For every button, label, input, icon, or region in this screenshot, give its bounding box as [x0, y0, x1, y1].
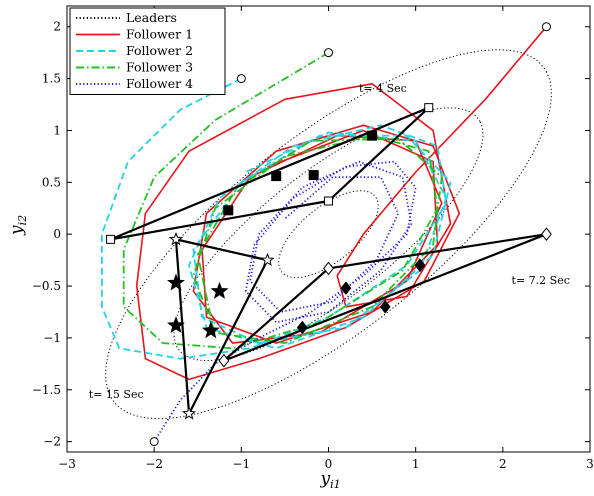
formation-1-leader-marker-3 [324, 196, 333, 206]
legend-label-3: Follower 2 [126, 43, 193, 58]
y-tick-label: 0.5 [42, 175, 61, 189]
plot-area: t= 4 Sec t= 7.2 Sec t= 15 Sec [89, 22, 570, 447]
formation-3-follower-marker-3 [201, 321, 220, 339]
y-tick-label: −1.5 [32, 383, 61, 397]
axes: −3 −2 −1 0 1 2 3 −2 −1.5 −1 −0.5 0 0.5 1 1.5 2 yi1 yi2 [7, 5, 594, 491]
y-axis-label: yi2 [7, 215, 29, 236]
formation-1 [106, 103, 434, 244]
x-tick-label: 1 [412, 457, 420, 471]
formation-1-leader-marker-1 [106, 234, 116, 244]
x-axis-label: yi1 [320, 469, 341, 491]
y-tick-label: 1.5 [42, 72, 61, 86]
formation-1-leader-marker-2 [424, 103, 434, 113]
x-tick-label: −2 [145, 457, 163, 471]
y-tick-label: 0 [53, 227, 61, 241]
annotation-3: t= 15 Sec [89, 388, 144, 401]
formation-2-follower-marker-1 [414, 258, 426, 273]
x-tick-label: 0 [325, 457, 333, 471]
formation-3-leader-marker-3 [260, 252, 275, 267]
formation-3-leader-marker-1 [181, 406, 196, 420]
formation-1-follower-marker-4 [367, 130, 378, 141]
formation-2-follower-marker-3 [340, 281, 352, 295]
formation-2-follower-marker-2 [379, 299, 391, 314]
formation-1-follower-marker-2 [271, 171, 282, 182]
legend-label-2: Follower 1 [126, 27, 193, 42]
formation-2-leader-marker-2 [323, 261, 334, 276]
leader-start-marker-3 [236, 74, 246, 84]
legend-box [69, 7, 226, 95]
legend-label-4: Follower 3 [126, 60, 193, 75]
formation-2-follower-marker-4 [296, 320, 308, 335]
legend-label-1: Leaders [126, 10, 177, 25]
leader-ellipse-1 [105, 49, 552, 420]
formation-3-leader-marker-2 [169, 232, 184, 246]
formation-1-follower-marker-1 [223, 205, 234, 216]
follower-2-trajectory [101, 77, 452, 360]
y-axis-label-subscript: i2 [16, 215, 29, 226]
y-tick-label: 2 [53, 20, 61, 34]
y-tick-label: −2 [43, 435, 61, 449]
legend-label-5: Follower 4 [126, 76, 193, 91]
x-tick-label: 2 [499, 457, 507, 471]
follower-3-trajectory [122, 51, 443, 350]
formation-2 [218, 227, 552, 368]
formation-1-triangle [109, 106, 430, 241]
plot-content: t= 4 Sec t= 7.2 Sec t= 15 Sec [89, 22, 570, 447]
formation-3-follower-marker-2 [166, 316, 185, 334]
y-tick-label: −1 [43, 331, 61, 345]
x-tick-label: 3 [586, 457, 594, 471]
annotation-1: t= 4 Sec [359, 82, 407, 95]
formation-3-follower-marker-4 [210, 281, 229, 299]
leader-start-marker-2 [324, 48, 333, 58]
formation-2-triangle [222, 233, 548, 362]
annotation-2: t= 7.2 Sec [512, 274, 570, 287]
x-tick-label: −1 [232, 457, 250, 471]
formation-2-leader-marker-1 [540, 227, 552, 241]
formation-3 [166, 232, 275, 420]
y-tick-label: 1 [53, 123, 61, 137]
formation-2-leader-marker-3 [218, 353, 230, 368]
x-tick-label: −3 [58, 457, 76, 471]
formation-1-follower-marker-3 [308, 170, 319, 181]
leader-ellipse-2 [173, 107, 484, 362]
formation-3-follower-marker-1 [166, 273, 185, 291]
leader-start-marker-4 [149, 437, 159, 447]
leader-start-marker-1 [541, 22, 551, 32]
formation-3-triangle [174, 238, 269, 415]
y-tick-label: −0.5 [32, 279, 61, 293]
x-axis-label-subscript: i1 [330, 478, 341, 491]
